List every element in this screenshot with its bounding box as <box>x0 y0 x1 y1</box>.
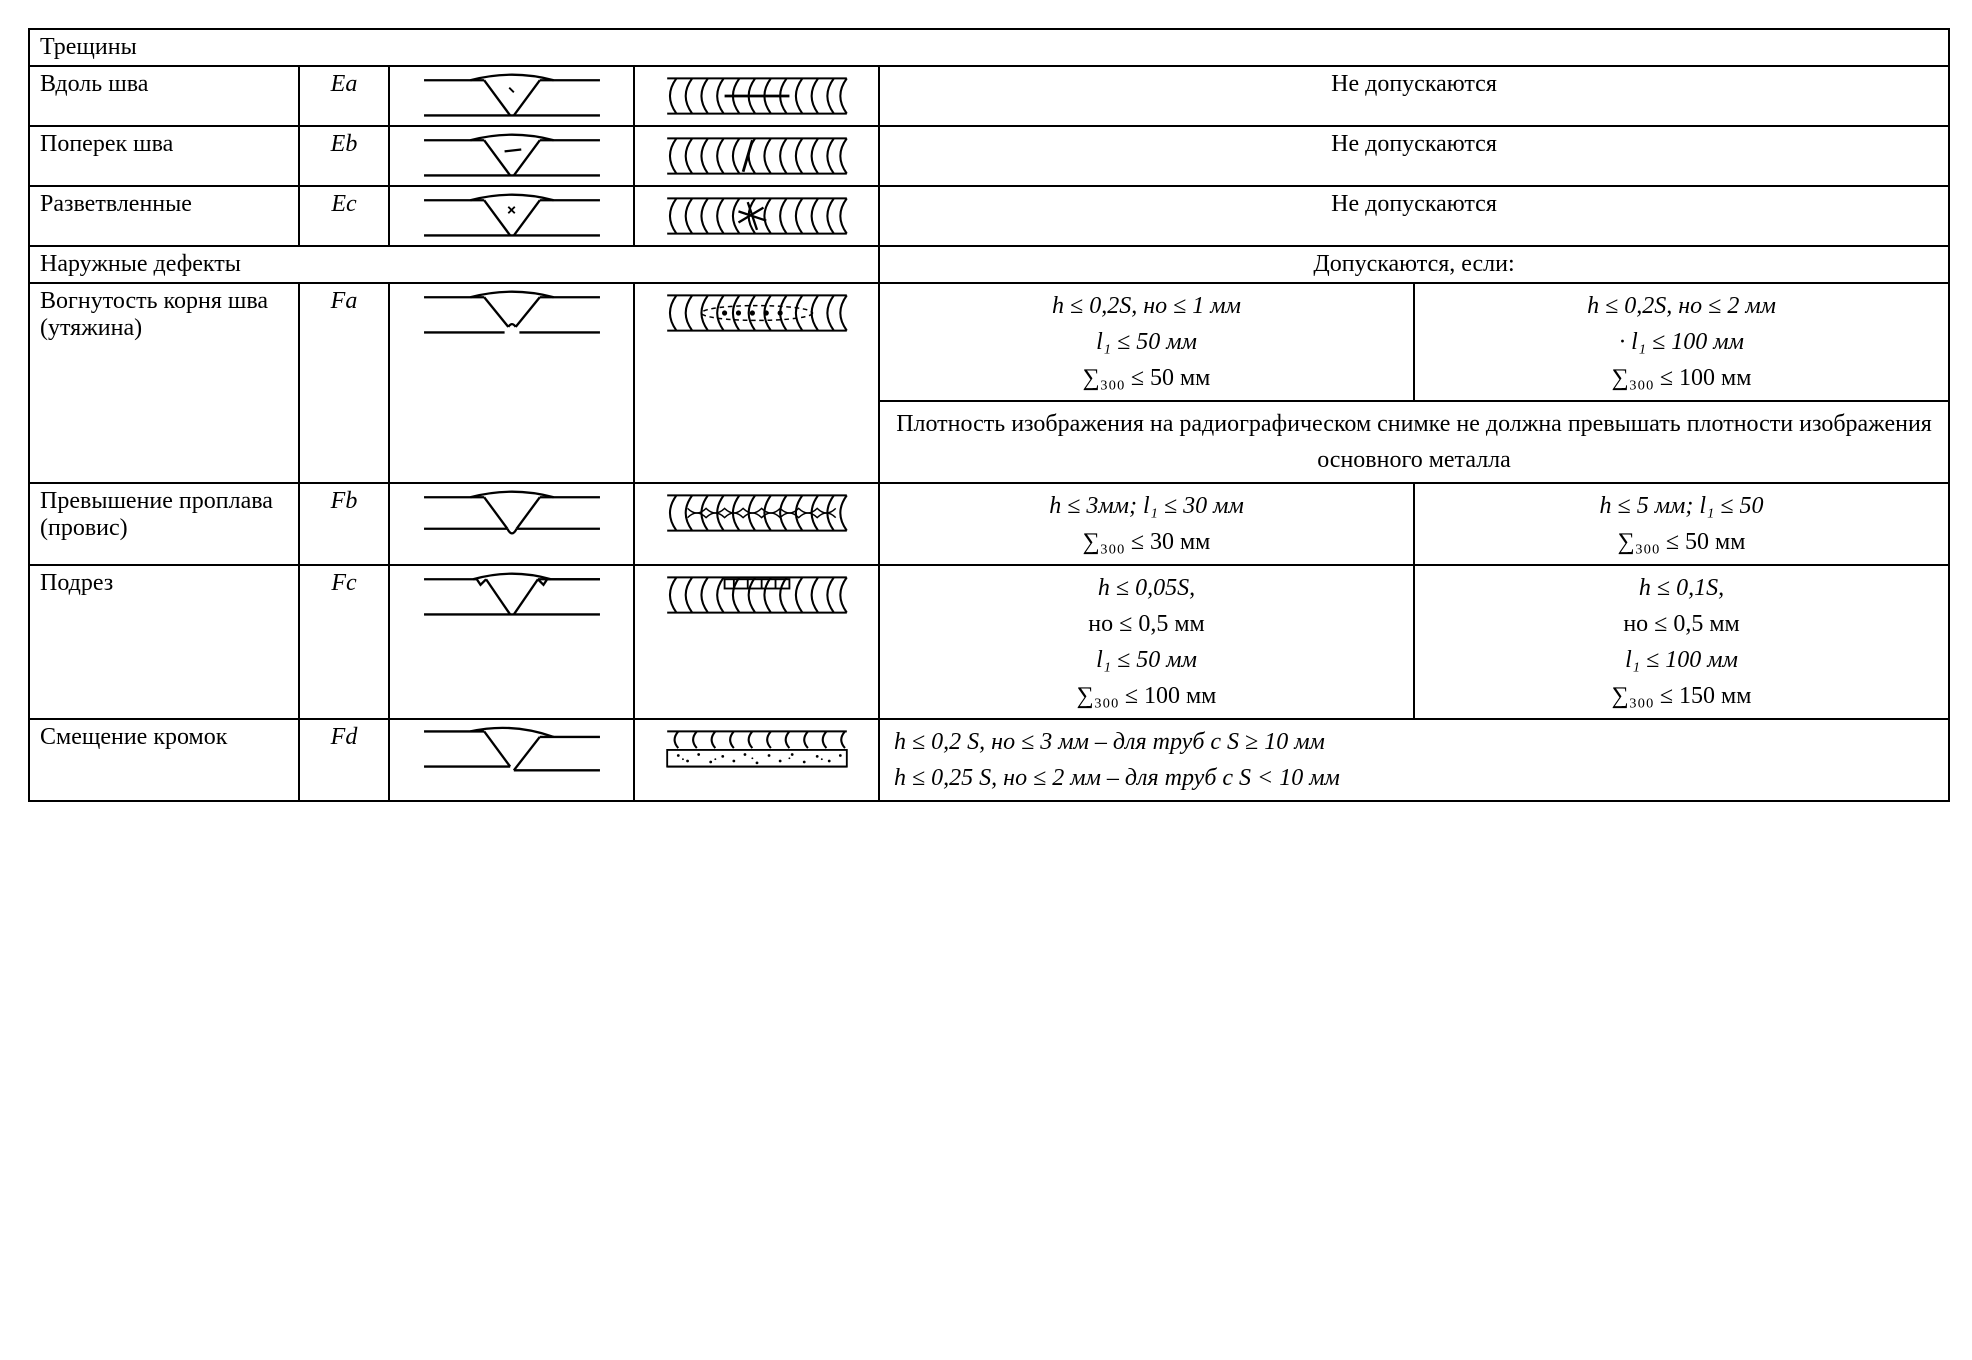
criteria: Не допускаются <box>879 126 1949 186</box>
cross-section-diagram <box>389 719 634 801</box>
defects-table: Трещины Вдоль шва Ea Не допускаются Попе… <box>28 28 1950 802</box>
top-view-diagram <box>634 565 879 719</box>
crit-line: h ≤ 0,1S, <box>1639 575 1724 601</box>
crit-line: h ≤ 3мм; l₁ ≤ 30 мм <box>1049 493 1244 519</box>
row-Fd: Смещение кромок Fd h ≤ 0,2 S, но ≤ 3 мм … <box>29 719 1949 801</box>
defect-code: Ea <box>299 66 389 126</box>
defect-name: Смещение кромок <box>29 719 299 801</box>
crit-line: но ≤ 0,5 мм <box>1088 611 1204 637</box>
criteria-col2: h ≤ 5 мм; l₁ ≤ 50 ∑₃₀₀ ≤ 50 мм <box>1414 483 1949 565</box>
section-header-external: Наружные дефекты Допускаются, если: <box>29 246 1949 283</box>
crit-line: l₁ ≤ 100 мм <box>1625 647 1738 673</box>
criteria: Не допускаются <box>879 66 1949 126</box>
crit-line: ∑₃₀₀ ≤ 30 мм <box>1083 529 1211 555</box>
defect-name: Вогнутость корня шва (утяжина) <box>29 283 299 483</box>
crit-line: ∑₃₀₀ ≤ 50 мм <box>1083 365 1211 391</box>
defect-code: Fb <box>299 483 389 565</box>
cross-section-diagram <box>389 66 634 126</box>
crit-line: ∑₃₀₀ ≤ 100 мм <box>1612 365 1752 391</box>
row-Fc: Подрез Fc h ≤ 0,05S, но ≤ 0,5 мм l₁ ≤ 50… <box>29 565 1949 719</box>
top-view-diagram <box>634 483 879 565</box>
defect-name: Поперек шва <box>29 126 299 186</box>
criteria-col1: h ≤ 0,2S, но ≤ 1 мм l₁ ≤ 50 мм ∑₃₀₀ ≤ 50… <box>879 283 1414 401</box>
cross-section-diagram <box>389 565 634 719</box>
row-Eb: Поперек шва Eb Не допускаются <box>29 126 1949 186</box>
cross-section-diagram <box>389 483 634 565</box>
defect-code: Ec <box>299 186 389 246</box>
criteria: h ≤ 0,2 S, но ≤ 3 мм – для труб с S ≥ 10… <box>879 719 1949 801</box>
crit-line: h ≤ 0,2S, но ≤ 1 мм <box>1052 293 1241 319</box>
section-header-cracks: Трещины <box>29 29 1949 66</box>
cross-section-diagram <box>389 283 634 483</box>
top-view-diagram <box>634 126 879 186</box>
criteria-col1: h ≤ 0,05S, но ≤ 0,5 мм l₁ ≤ 50 мм ∑₃₀₀ ≤… <box>879 565 1414 719</box>
crit-line: h ≤ 0,2 S, но ≤ 3 мм – для труб с S ≥ 10… <box>894 729 1325 755</box>
criteria-note: Плотность изображения на радиографическо… <box>879 401 1949 483</box>
section-title: Наружные дефекты <box>29 246 879 283</box>
defect-name: Вдоль шва <box>29 66 299 126</box>
cross-section-diagram <box>389 186 634 246</box>
crit-line: · l₁ ≤ 100 мм <box>1619 329 1744 355</box>
cross-section-diagram <box>389 126 634 186</box>
crit-line: ∑₃₀₀ ≤ 100 мм <box>1077 683 1217 709</box>
crit-line: но ≤ 0,5 мм <box>1623 611 1739 637</box>
crit-line: l₁ ≤ 50 мм <box>1096 647 1197 673</box>
defect-code: Eb <box>299 126 389 186</box>
crit-line: l₁ ≤ 50 мм <box>1096 329 1197 355</box>
crit-line: ∑₃₀₀ ≤ 50 мм <box>1618 529 1746 555</box>
top-view-diagram <box>634 719 879 801</box>
defect-code: Fd <box>299 719 389 801</box>
defect-name: Подрез <box>29 565 299 719</box>
row-Ec: Разветвленные Ec Не допускаются <box>29 186 1949 246</box>
crit-line: ∑₃₀₀ ≤ 150 мм <box>1612 683 1752 709</box>
crit-line: h ≤ 0,25 S, но ≤ 2 мм – для труб с S < 1… <box>894 765 1340 791</box>
crit-line: h ≤ 0,2S, но ≤ 2 мм <box>1587 293 1776 319</box>
defect-code: Fc <box>299 565 389 719</box>
row-Fb: Превышение проплава (провис) Fb h ≤ 3мм;… <box>29 483 1949 565</box>
defect-code: Fa <box>299 283 389 483</box>
top-view-diagram <box>634 186 879 246</box>
criteria-col1: h ≤ 3мм; l₁ ≤ 30 мм ∑₃₀₀ ≤ 30 мм <box>879 483 1414 565</box>
crit-line: h ≤ 0,05S, <box>1098 575 1195 601</box>
section-title: Трещины <box>29 29 1949 66</box>
top-view-diagram <box>634 283 879 483</box>
criteria: Не допускаются <box>879 186 1949 246</box>
defect-name: Превышение проплава (провис) <box>29 483 299 565</box>
criteria-col2: h ≤ 0,2S, но ≤ 2 мм · l₁ ≤ 100 мм ∑₃₀₀ ≤… <box>1414 283 1949 401</box>
section-criteria-header: Допускаются, если: <box>879 246 1949 283</box>
defect-name: Разветвленные <box>29 186 299 246</box>
row-Fa: Вогнутость корня шва (утяжина) Fa h ≤ 0,… <box>29 283 1949 401</box>
row-Ea: Вдоль шва Ea Не допускаются <box>29 66 1949 126</box>
top-view-diagram <box>634 66 879 126</box>
crit-line: h ≤ 5 мм; l₁ ≤ 50 <box>1600 493 1764 519</box>
criteria-col2: h ≤ 0,1S, но ≤ 0,5 мм l₁ ≤ 100 мм ∑₃₀₀ ≤… <box>1414 565 1949 719</box>
